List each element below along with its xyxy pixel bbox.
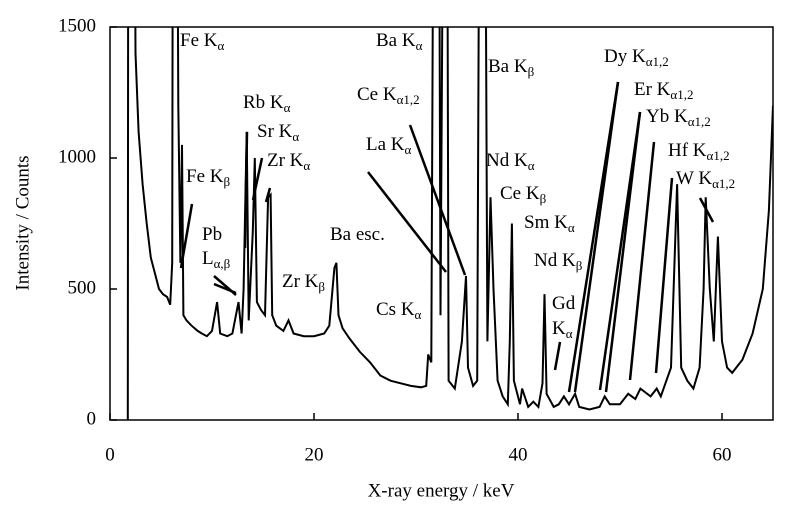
annotation-subscript: β [576,258,583,273]
annotation: Dy Kα1,2 [604,46,669,69]
annotation-subscript: α [303,158,310,173]
annotation-subscript: α1,2 [397,92,420,107]
x-tick-label: 40 [509,444,528,465]
y-axis-label: Intensity / Counts [12,155,33,290]
y-tick-label: 1000 [58,146,96,167]
annotation-text: Ba K [376,30,416,51]
annotation-text: Cs K [376,299,415,320]
annotation-text: Fe K [180,30,218,51]
annotation-subscript: α,β [214,256,231,271]
annotation: Yb Kα1,2 [646,106,711,129]
annotation-text: K [552,318,566,339]
annotation: Er Kα1,2 [634,79,693,102]
annotation: La Kα [366,134,412,157]
annotation: Pb [202,224,222,245]
annotation: Sm Kα [524,212,575,235]
annotation-subscript: β [540,191,547,206]
annotation-text: Nd K [486,150,528,171]
annotation-subscript: α [568,220,575,235]
annotation-subscript: α [416,38,423,53]
annotation-text: Sm K [524,212,568,233]
x-tick-label: 60 [713,444,732,465]
annotation-text: Ce K [500,183,540,204]
annotation-subscript: α [292,129,299,144]
annotation-text: Zr K [267,150,304,171]
annotation-subscript: α1,2 [670,87,693,102]
annotation-subscript: α1,2 [712,176,735,191]
annotation: Ba Kβ [488,56,535,79]
annotation: Nd Kα [486,150,535,173]
annotation-text: Hf K [668,140,707,161]
annotation: Gd [552,293,576,314]
annotation-text: Dy K [604,46,646,67]
annotation-subscript: α [415,307,422,322]
y-tick-label: 0 [87,408,97,429]
annotation-text: W K [676,168,712,189]
annotation: Cs Kα [376,299,422,322]
annotation-text: Nd K [534,250,576,271]
annotation-subscript: α [217,38,224,53]
x-tick-label: 0 [105,444,115,465]
annotation-subscript: β [528,64,535,79]
annotation-text: Ce K [357,84,397,105]
annotation-subscript: α [284,100,291,115]
x-axis-label: X-ray energy / keV [368,480,515,501]
annotation-subscript: β [223,174,230,189]
annotation-text: Yb K [646,106,688,127]
annotation-text: Zr K [282,271,319,292]
annotation-text: Sr K [257,121,293,142]
annotation-text: Ba K [488,56,528,77]
annotation: W Kα1,2 [676,168,735,191]
annotation: Hf Kα1,2 [668,140,730,163]
annotation: Zr Kβ [282,271,325,294]
annotation-subscript: α [528,158,535,173]
annotation: Nd Kβ [534,250,583,273]
annotation-text: Ba esc. [330,224,385,245]
y-tick-label: 1500 [58,15,96,36]
annotation-subscript: α1,2 [646,54,669,69]
annotation-subscript: α1,2 [688,114,711,129]
annotation: Fe Kβ [186,166,230,189]
annotation: Zr Kα [267,150,310,173]
annotation-text: Pb [202,224,222,245]
annotation-subscript: β [318,279,325,294]
annotation-subscript: α [405,142,412,157]
annotation-text: L [202,248,214,269]
annotation-subscript: α1,2 [707,148,730,163]
annotation: Ce Kα1,2 [357,84,420,107]
annotation: Ba esc. [330,224,385,245]
annotation-text: Rb K [243,92,284,113]
annotation-text: Gd [552,293,576,314]
annotation: Lα,β [202,248,231,271]
annotation: Rb Kα [243,92,291,115]
y-tick-label: 500 [68,277,97,298]
annotation-text: Er K [634,79,671,100]
annotation: Ba Kα [376,30,423,53]
annotation-subscript: α [566,326,573,341]
annotation-text: La K [366,134,405,155]
spectrum-line [126,27,773,420]
annotation-text: Fe K [186,166,224,187]
annotation: Kα [552,318,573,341]
annotation: Ce Kβ [500,183,547,206]
annotation: Fe Kα [180,30,224,53]
x-tick-label: 20 [305,444,324,465]
annotation: Sr Kα [257,121,299,144]
